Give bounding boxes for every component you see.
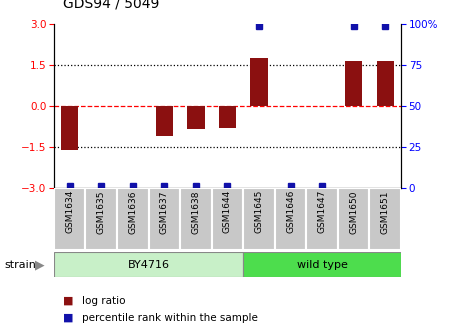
Text: GSM1645: GSM1645 xyxy=(255,190,264,234)
Bar xyxy=(306,188,338,250)
Bar xyxy=(345,60,363,106)
Bar xyxy=(117,188,149,250)
Bar xyxy=(85,188,117,250)
Text: percentile rank within the sample: percentile rank within the sample xyxy=(82,312,258,323)
Bar xyxy=(187,106,204,129)
Bar xyxy=(275,188,306,250)
Text: GSM1646: GSM1646 xyxy=(286,190,295,234)
Text: BY4716: BY4716 xyxy=(128,260,170,269)
Bar xyxy=(243,188,275,250)
Text: GSM1638: GSM1638 xyxy=(191,190,200,234)
Text: wild type: wild type xyxy=(297,260,348,269)
Text: ▶: ▶ xyxy=(35,258,45,271)
Text: GSM1651: GSM1651 xyxy=(381,190,390,234)
Bar xyxy=(212,188,243,250)
Text: GSM1634: GSM1634 xyxy=(65,190,74,234)
Text: strain: strain xyxy=(5,260,37,269)
Bar xyxy=(156,106,173,136)
Text: ■: ■ xyxy=(63,296,74,306)
Text: GSM1650: GSM1650 xyxy=(349,190,358,234)
Bar xyxy=(54,252,243,277)
Bar xyxy=(377,60,394,106)
Text: ■: ■ xyxy=(63,312,74,323)
Text: GDS94 / 5049: GDS94 / 5049 xyxy=(63,0,159,10)
Text: GSM1635: GSM1635 xyxy=(97,190,106,234)
Bar xyxy=(149,188,180,250)
Bar xyxy=(180,188,212,250)
Bar xyxy=(338,188,370,250)
Bar xyxy=(54,188,85,250)
Text: GSM1647: GSM1647 xyxy=(318,190,326,234)
Bar xyxy=(250,58,268,106)
Text: GSM1636: GSM1636 xyxy=(129,190,137,234)
Text: GSM1637: GSM1637 xyxy=(160,190,169,234)
Text: log ratio: log ratio xyxy=(82,296,126,306)
Bar xyxy=(61,106,78,150)
Bar xyxy=(243,252,401,277)
Bar xyxy=(219,106,236,128)
Text: GSM1644: GSM1644 xyxy=(223,190,232,233)
Bar xyxy=(370,188,401,250)
